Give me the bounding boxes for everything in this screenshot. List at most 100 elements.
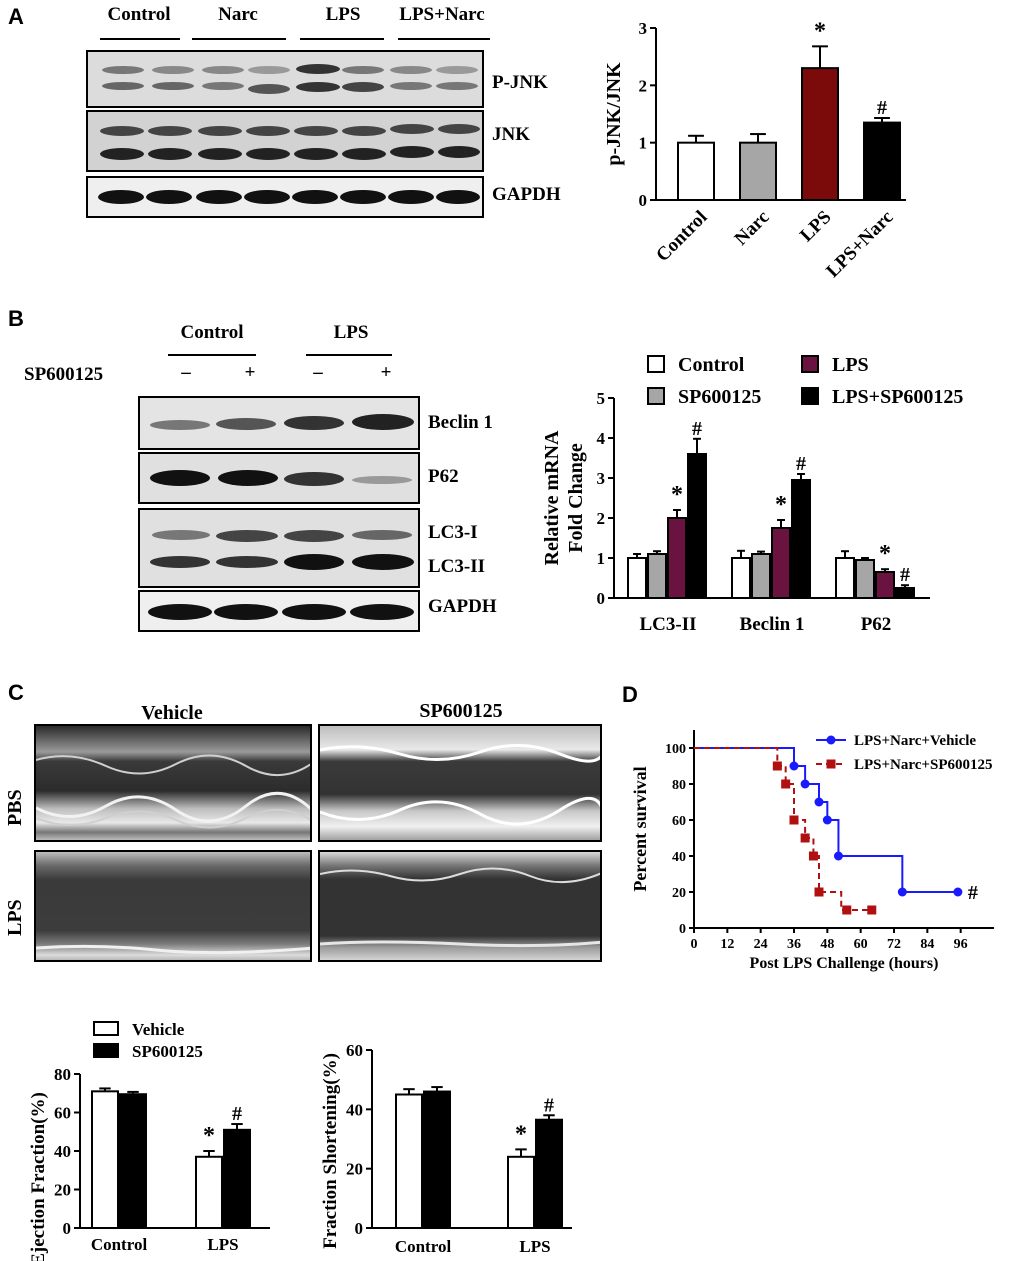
- surv-point-0-4: [833, 851, 843, 861]
- surv-point-1-1: [781, 779, 791, 789]
- ef-x-tick-label-0: Control: [91, 1235, 148, 1254]
- echo-row-label-lps: LPS: [4, 899, 26, 936]
- surv-point-0-5: [897, 887, 907, 897]
- surv-legend-label-1: LPS+Narc+SP600125: [854, 757, 993, 773]
- ef-bar-1-0-annotation: *: [203, 1123, 215, 1149]
- surv-y-tick-label-4: 80: [672, 778, 686, 793]
- ef-x-tick-label-1: LPS: [207, 1235, 238, 1254]
- pjnk-bar-1: [739, 141, 777, 202]
- echo-lps-vehicle: [34, 850, 312, 962]
- mrna-bar-0-2-annotation: *: [671, 482, 683, 508]
- fs-bar-1-1: [535, 1118, 563, 1229]
- fs-y-axis-title: Fraction Shortening(%): [320, 1053, 341, 1249]
- surv-y-tick-label-1: 20: [672, 886, 686, 901]
- fraction-shortening-chart: 0 20 40 60 Fraction Shortening(%) Control * # LP…: [320, 1041, 572, 1256]
- mrna-bar-2-3-annotation: #: [900, 564, 910, 586]
- mrna-bar-2-1: [855, 559, 875, 599]
- panel-letter-b: B: [8, 306, 24, 331]
- surv-x-tick-label-3: 36: [787, 937, 801, 952]
- mrna-bar-2-3: [895, 587, 915, 599]
- fs-bar-1-0: [507, 1155, 535, 1229]
- survival-chart: 0 20 40 60 80 100 0 12 24 36 48 60 72 84 96 Post LPS Ch…: [630, 730, 994, 972]
- ef-y-axis-title: Ejection Fraction(%): [28, 1092, 49, 1261]
- mrna-x-tick-label-0: LC3-II: [639, 614, 696, 635]
- surv-point-0-6: [953, 887, 963, 897]
- sign-4: +: [380, 362, 392, 383]
- surv-annotation-0: #: [968, 882, 978, 904]
- surv-point-1-7: [867, 905, 877, 915]
- group-label-control: Control: [107, 4, 171, 25]
- mrna-y-tick-label-0: 0: [597, 589, 606, 608]
- mrna-bar-0-3-annotation: #: [692, 418, 702, 440]
- fs-bar-0-0: [395, 1093, 423, 1229]
- surv-x-tick-label-0: 0: [691, 937, 698, 952]
- mrna-bar-chart: 0 1 2 3 4 5 Relative mRNA Fold Change * # LC3-II * #…: [541, 354, 963, 635]
- blot-lc3: [138, 508, 420, 588]
- pjnk-y-tick-label-3: 3: [639, 19, 648, 38]
- blot-label-gapdh-a: GAPDH: [492, 184, 561, 205]
- mrna-bar-1-1: [751, 553, 771, 599]
- pjnk-x-tick-label-0: Control: [652, 207, 711, 266]
- pjnk-y-tick-label-1: 1: [639, 134, 648, 153]
- echo-col-title-vehicle: Vehicle: [141, 702, 203, 724]
- b-group-label-lps: LPS: [333, 322, 369, 343]
- echo-col-title-sp600125: SP600125: [419, 700, 503, 722]
- fs-y-tick-label-2: 40: [346, 1100, 363, 1119]
- fs-y-tick-label-0: 0: [355, 1219, 364, 1238]
- blot-beclin1: [138, 396, 420, 450]
- fs-y-tick-label-1: 20: [346, 1160, 363, 1179]
- mrna-y-tick-label-4: 4: [597, 429, 606, 448]
- mrna-bar-0-3: [687, 453, 707, 599]
- mrna-bar-1-3-annotation: #: [796, 453, 806, 475]
- mrna-y-tick-label-5: 5: [597, 389, 606, 408]
- surv-y-tick-label-3: 60: [672, 814, 686, 829]
- ef-legend-swatch-0: [93, 1021, 119, 1036]
- mrna-y-axis-title-line2: Fold Change: [565, 443, 587, 553]
- b-group-label-control: Control: [180, 322, 244, 343]
- fs-x-tick-label-0: Control: [395, 1237, 452, 1256]
- sign-2: +: [244, 362, 256, 383]
- mrna-bar-1-2-annotation: *: [775, 492, 787, 518]
- mrna-legend-label-0: Control: [678, 354, 745, 376]
- blot-p62: [138, 452, 420, 504]
- mrna-bar-2-2: [875, 571, 895, 599]
- mrna-x-tick-label-1: Beclin 1: [740, 614, 805, 635]
- echo-pbs-sp600125: [318, 724, 602, 842]
- blot-gapdh-a: [86, 176, 484, 218]
- ef-legend-swatch-1: [93, 1043, 119, 1058]
- blot-gapdh-b: [138, 590, 420, 632]
- surv-x-axis-title: Post LPS Challenge (hours): [750, 955, 939, 972]
- pjnk-x-tick-label-3: LPS+Narc: [822, 207, 897, 282]
- surv-legend-marker-0: [826, 735, 836, 745]
- surv-x-tick-label-2: 24: [754, 937, 768, 952]
- pjnk-bar-0: [677, 141, 715, 202]
- ef-legend-label-0: Vehicle: [132, 1020, 185, 1039]
- mrna-legend-label-3: LPS+SP600125: [832, 386, 963, 408]
- surv-x-tick-label-4: 48: [820, 937, 834, 952]
- surv-point-1-6: [842, 905, 852, 915]
- ef-bar-0-0: [91, 1090, 119, 1229]
- pjnk-x-tick-label-2: LPS: [796, 207, 835, 246]
- sp600125-treatment-label: SP600125: [24, 364, 104, 385]
- mrna-bar-2-0: [835, 557, 855, 599]
- group-line-lps: [300, 38, 384, 40]
- pjnk-y-tick-label-2: 2: [639, 76, 648, 95]
- sign-1: –: [181, 362, 191, 383]
- surv-point-1-3: [800, 833, 810, 843]
- group-label-narc: Narc: [218, 4, 258, 25]
- ef-y-tick-label-0: 0: [63, 1219, 72, 1238]
- ef-y-tick-label-2: 40: [54, 1142, 71, 1161]
- mrna-bar-1-0: [731, 557, 751, 599]
- sign-3: –: [313, 362, 323, 383]
- surv-point-1-2: [789, 815, 799, 825]
- mrna-legend-swatch-3: [801, 387, 819, 405]
- blot-label-jnk: JNK: [492, 124, 530, 145]
- fs-bar-1-0-annotation: *: [515, 1121, 527, 1147]
- b-group-line-lps: [306, 354, 392, 356]
- surv-legend-marker-1: [826, 759, 836, 769]
- mrna-bar-0-0: [627, 557, 647, 599]
- ef-bar-1-1-annotation: #: [232, 1103, 242, 1125]
- pjnk-bar-2-annotation: *: [814, 18, 826, 44]
- blot-label-gapdh-b: GAPDH: [428, 596, 497, 617]
- mrna-bar-0-1: [647, 553, 667, 599]
